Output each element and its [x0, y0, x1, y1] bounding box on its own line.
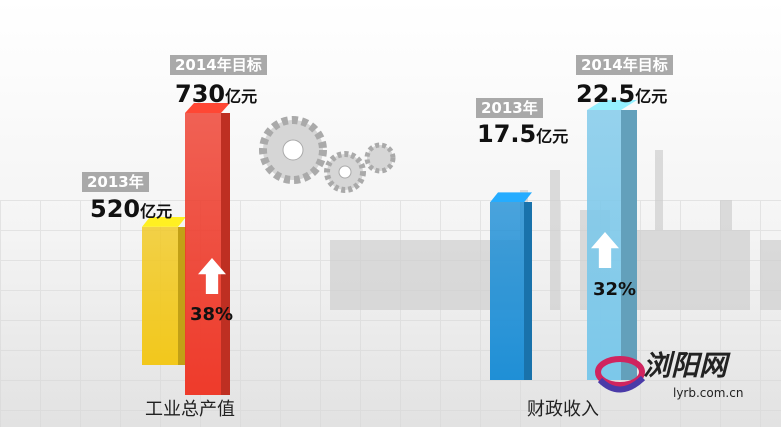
value-label: 730亿元	[175, 80, 257, 108]
bar	[185, 103, 230, 395]
bar-side	[178, 226, 186, 365]
logo-url: lyrb.com.cn	[673, 386, 744, 400]
bar-side	[621, 110, 637, 380]
growth-label: 32%	[593, 279, 637, 300]
value-number: 22.5	[576, 80, 636, 108]
category-label: 工业总产值	[145, 399, 235, 420]
bar-front	[142, 226, 178, 365]
value-label: 22.5亿元	[576, 80, 667, 108]
value-unit: 亿元	[536, 127, 569, 146]
year-tag: 2013年	[82, 172, 149, 192]
value-unit: 亿元	[225, 87, 258, 106]
bar	[142, 216, 186, 365]
value-number: 730	[175, 80, 226, 108]
site-logo: 浏阳网 lyrb.com.cn	[595, 350, 775, 405]
bar-front	[185, 113, 221, 395]
bar-side	[524, 202, 532, 380]
value-number: 520	[90, 195, 141, 223]
value-label: 17.5亿元	[477, 120, 568, 148]
value-unit: 亿元	[635, 87, 668, 106]
bar	[490, 192, 532, 380]
bar-top	[185, 103, 230, 113]
bar-front	[490, 202, 524, 380]
year-tag: 2013年	[476, 98, 543, 118]
year-tag: 2014年目标	[576, 55, 673, 75]
logo-name: 浏阳网	[643, 349, 728, 382]
logo-e-icon	[595, 356, 645, 393]
value-unit: 亿元	[140, 202, 173, 221]
bar-top	[142, 216, 186, 227]
category-label: 财政收入	[527, 399, 599, 420]
bar-top	[587, 100, 637, 110]
bar-top	[490, 192, 532, 203]
growth-label: 38%	[190, 304, 234, 325]
year-tag: 2014年目标	[170, 55, 267, 75]
value-number: 17.5	[477, 120, 537, 148]
gears-icon	[259, 116, 396, 193]
bar-side	[221, 113, 230, 395]
value-label: 520亿元	[90, 195, 172, 223]
